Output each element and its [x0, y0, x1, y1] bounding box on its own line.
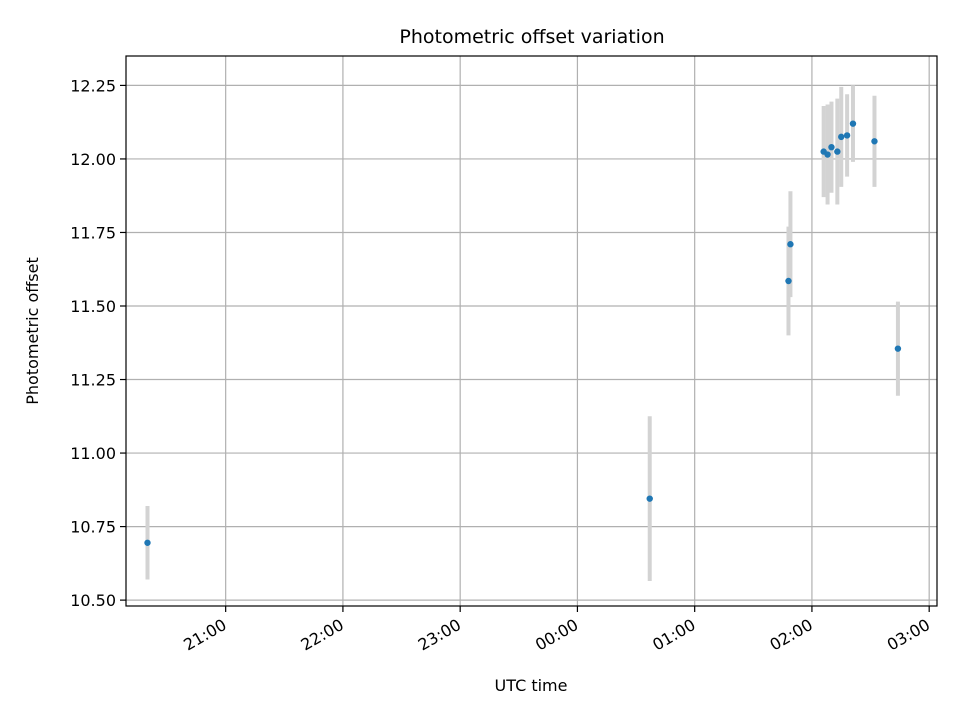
plot-frame — [125, 55, 938, 607]
x-tick-label: 00:00 — [532, 615, 581, 655]
data-points — [144, 120, 902, 546]
x-tick-label: 02:00 — [766, 615, 815, 655]
y-tick-label: 11.25 — [70, 371, 116, 390]
data-point — [838, 133, 845, 141]
data-point — [785, 277, 792, 285]
y-tick-label: 11.50 — [70, 297, 116, 316]
y-tick-label: 12.25 — [70, 76, 116, 95]
y-axis: 10.50 10.75 11.00 11.25 11.50 11.75 12.00 12.25 — [70, 76, 126, 610]
data-point — [843, 132, 851, 139]
data-point — [824, 151, 831, 158]
y-tick-label: 12.00 — [70, 150, 116, 169]
x-tick-label: 21:00 — [180, 615, 229, 655]
x-axis: 21:00 22:00 23:00 00:00 01:00 02:00 03:00 — [180, 606, 933, 655]
grid — [126, 56, 937, 606]
y-tick-label: 10.75 — [70, 518, 116, 537]
y-tick-label: 11.75 — [70, 223, 116, 242]
data-point — [894, 345, 902, 352]
data-point — [834, 148, 841, 155]
data-point — [849, 120, 857, 127]
x-tick-label: 23:00 — [415, 615, 464, 655]
data-point — [871, 138, 878, 145]
x-tick-label: 22:00 — [297, 615, 346, 655]
data-point — [646, 495, 653, 502]
data-point — [144, 539, 151, 546]
y-tick-label: 11.00 — [70, 444, 116, 463]
data-point — [828, 143, 835, 151]
x-tick-label: 01:00 — [649, 615, 698, 655]
chart-title: Photometric offset variation — [399, 26, 664, 48]
x-tick-label: 03:00 — [884, 615, 933, 655]
y-tick-label: 10.50 — [70, 591, 116, 610]
x-axis-title: UTC time — [495, 676, 568, 695]
error-bars — [145, 85, 900, 581]
data-point — [787, 241, 794, 248]
y-axis-title: Photometric offset — [23, 257, 42, 405]
